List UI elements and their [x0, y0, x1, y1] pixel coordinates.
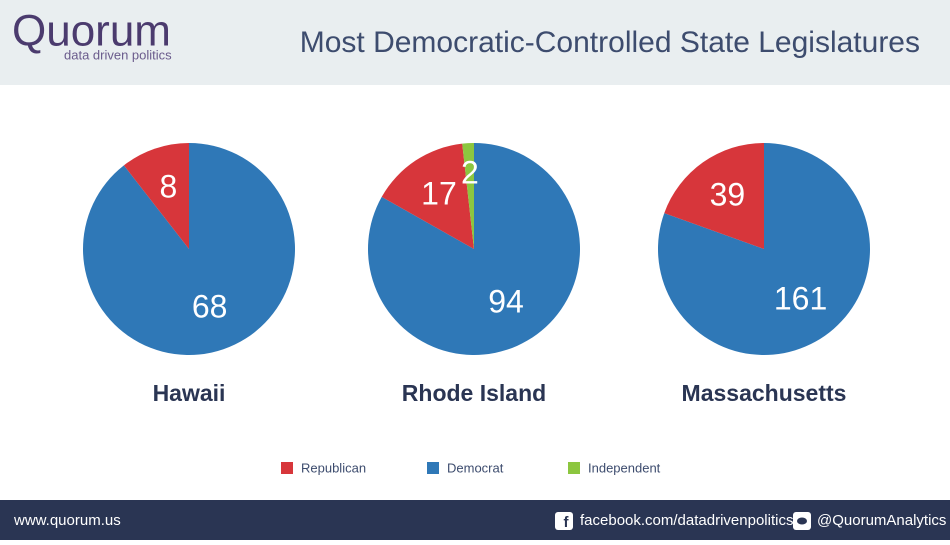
legend-label: Independent [588, 460, 661, 475]
twitter-icon-glyph [797, 517, 807, 525]
footer-twitter: @QuorumAnalytics [817, 512, 946, 529]
header-bar [0, 0, 950, 85]
slice-label: 161 [774, 280, 827, 316]
slice-label: 2 [461, 154, 479, 190]
facebook-icon-glyph: f [564, 514, 570, 531]
pie-title: Rhode Island [402, 380, 546, 406]
legend-label: Democrat [447, 460, 504, 475]
slice-label: 17 [421, 175, 457, 211]
slice-label: 8 [159, 168, 177, 204]
legend-label: Republican [301, 460, 366, 475]
facebook-icon [555, 512, 573, 530]
slice-label: 94 [488, 283, 524, 319]
pie-title: Massachusetts [682, 380, 847, 406]
footer-website: www.quorum.us [13, 512, 121, 529]
legend-swatch [427, 462, 439, 474]
pie-slice [381, 143, 474, 249]
slice-label: 39 [710, 176, 746, 212]
pie-slice [123, 143, 189, 249]
footer-facebook: facebook.com/datadrivenpolitics [580, 512, 793, 529]
logo: Quorum [12, 7, 171, 56]
page-title: Most Democratic-Controlled State Legisla… [300, 26, 920, 59]
footer-bar [0, 500, 950, 540]
pie-slice [462, 143, 474, 249]
legend-swatch [281, 462, 293, 474]
tagline: data driven politics [64, 47, 172, 62]
legend-swatch [568, 462, 580, 474]
pie-title: Hawaii [153, 380, 226, 406]
pie-slice [664, 143, 764, 249]
pie-slice [368, 143, 580, 356]
slice-label: 68 [192, 289, 228, 325]
